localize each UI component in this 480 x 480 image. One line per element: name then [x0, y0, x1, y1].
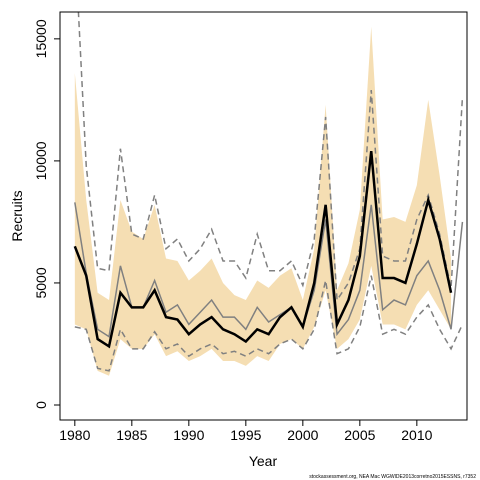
- x-tick-label: 2000: [287, 427, 318, 443]
- y-tick-label: 0: [33, 401, 49, 409]
- x-tick-label: 1980: [59, 427, 90, 443]
- x-axis-label: Year: [249, 453, 278, 469]
- x-tick-label: 1985: [116, 427, 147, 443]
- x-tick-label: 2005: [344, 427, 375, 443]
- footnote: stockassessment.org, NEA Mac WGWIDE2013c…: [309, 474, 476, 480]
- y-tick-label: 10000: [33, 141, 49, 180]
- y-tick-label: 5000: [33, 267, 49, 298]
- confidence-band: [74, 26, 452, 376]
- x-tick-label: 1990: [173, 427, 204, 443]
- series-line: [74, 275, 464, 372]
- x-tick-label: 2010: [401, 427, 432, 443]
- series-line: [77, 12, 464, 303]
- y-axis-label: Recruits: [9, 190, 25, 241]
- plot-area: [73, 12, 464, 376]
- x-tick-label: 1995: [230, 427, 261, 443]
- series-line: [73, 150, 453, 349]
- plot-frame: [59, 11, 468, 421]
- y-tick-label: 15000: [33, 19, 49, 58]
